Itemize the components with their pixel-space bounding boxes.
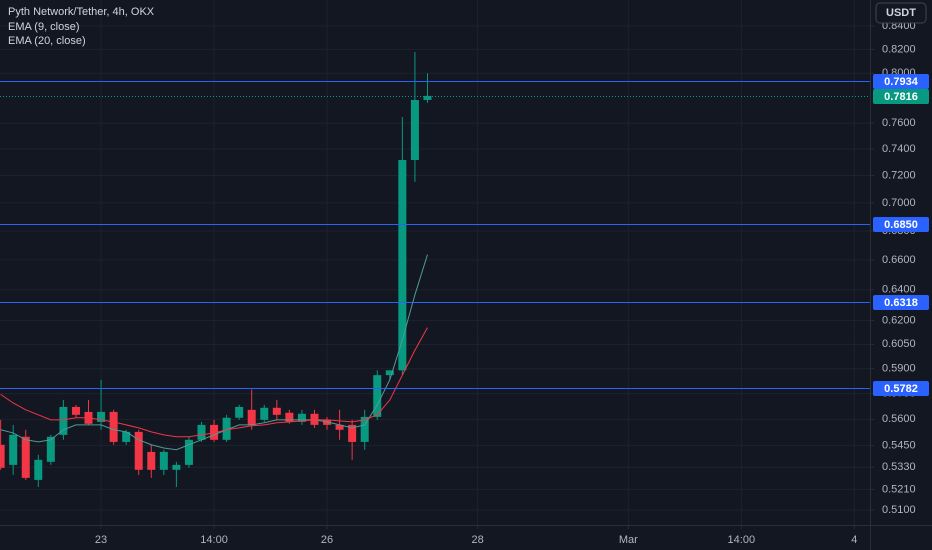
candle-body (260, 407, 269, 420)
price-label-box (873, 295, 929, 310)
candle-body (310, 413, 319, 425)
price-label-box (873, 381, 929, 396)
y-tick-label: 0.5100 (882, 504, 916, 516)
candle-body (34, 459, 43, 480)
candle-body (46, 436, 55, 462)
axes: 0.84000.82000.80000.76000.74000.72000.70… (95, 20, 929, 546)
price-label-box (873, 74, 929, 89)
candle-body (21, 436, 30, 478)
y-tick-label: 0.5450 (882, 440, 916, 452)
grid (0, 0, 870, 525)
candle-body (222, 417, 231, 440)
price-label: 0.6850 (884, 219, 918, 231)
y-tick-label: 0.6600 (882, 254, 916, 266)
y-tick-label: 0.7400 (882, 143, 916, 155)
x-tick-label: 14:00 (200, 534, 228, 546)
candle-body (235, 406, 244, 418)
candle-body (398, 160, 407, 371)
candle-body (410, 99, 419, 161)
y-tick-label: 0.6400 (882, 284, 916, 296)
candle-body (197, 424, 206, 440)
candle-body (210, 424, 219, 440)
y-tick-label: 0.6200 (882, 314, 916, 326)
candle-body (122, 431, 131, 442)
plot (0, 51, 870, 487)
ema-line (0, 254, 428, 451)
candle-body (9, 434, 18, 465)
currency-label[interactable]: USDT (886, 7, 916, 19)
candle-body (97, 411, 106, 422)
x-tick-label: Mar (619, 534, 638, 546)
candle-body (348, 424, 357, 442)
candle-body (172, 464, 181, 470)
candle-body (385, 370, 394, 376)
y-tick-label: 0.7000 (882, 197, 916, 209)
candle-body (373, 375, 382, 417)
legend-entry: EMA (20, close) (8, 35, 86, 47)
candle-body (134, 431, 143, 470)
price-label: 0.5782 (884, 383, 918, 395)
y-tick-label: 0.5210 (882, 483, 916, 495)
y-tick-label: 0.5330 (882, 461, 916, 473)
candle-body (184, 439, 193, 465)
candle-body (147, 451, 156, 470)
candle-body (335, 424, 344, 430)
candle-body (423, 95, 432, 100)
candle-body (297, 413, 306, 422)
x-tick-label: 14:00 (728, 534, 756, 546)
x-tick-label: 4 (851, 534, 857, 546)
price-label: 0.6318 (884, 297, 918, 309)
candle-body (285, 412, 294, 422)
currency-button[interactable] (875, 2, 927, 24)
legend-entry: EMA (9, close) (8, 21, 80, 33)
y-tick-label: 0.7200 (882, 169, 916, 181)
candle-body (59, 406, 68, 435)
last-price-box (873, 89, 929, 104)
y-tick-label: 0.6050 (882, 338, 916, 350)
candle-body (247, 409, 256, 425)
y-tick-label: 0.5900 (882, 363, 916, 375)
ema-line (0, 327, 428, 438)
y-tick-label: 0.5600 (882, 413, 916, 425)
price-label: 0.7934 (884, 76, 919, 88)
x-tick-label: 26 (321, 534, 333, 546)
price-label-box (873, 217, 929, 232)
candle-body (272, 407, 281, 415)
candle-body (109, 411, 118, 442)
candle-body (71, 406, 80, 415)
y-tick-label: 0.8200 (882, 43, 916, 55)
x-tick-label: 23 (95, 534, 107, 546)
chart-title: Pyth Network/Tether, 4h, OKX (8, 6, 155, 18)
x-tick-label: 28 (472, 534, 484, 546)
candle-body (360, 416, 369, 442)
y-tick-label: 0.7600 (882, 117, 916, 129)
last-price-label: 0.7816 (884, 91, 918, 103)
candle-body (0, 444, 5, 468)
candle-body (159, 451, 168, 470)
